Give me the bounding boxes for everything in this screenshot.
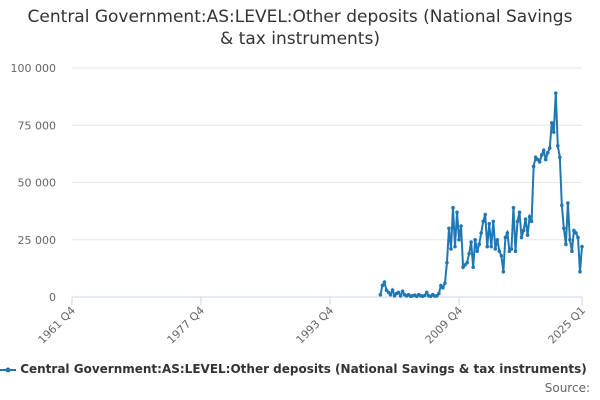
data-point xyxy=(396,290,401,295)
data-point xyxy=(467,251,471,256)
data-point xyxy=(473,237,477,242)
data-point xyxy=(509,247,514,251)
legend-label: Central Government:AS:LEVEL:Other deposi… xyxy=(20,362,587,376)
data-point xyxy=(475,249,479,253)
data-point xyxy=(515,219,520,224)
data-point xyxy=(489,244,494,249)
data-point xyxy=(457,237,461,242)
data-point xyxy=(477,242,481,247)
x-tick-label: 1993 Q4 xyxy=(294,304,337,347)
data-point xyxy=(445,260,449,265)
data-point xyxy=(449,247,453,251)
data-point xyxy=(513,249,518,253)
data-point xyxy=(390,288,395,292)
data-point xyxy=(398,294,403,298)
chart-title: Central Government:AS:LEVEL:Other deposi… xyxy=(27,7,573,49)
data-point xyxy=(578,270,582,274)
data-point xyxy=(562,226,566,231)
data-point xyxy=(547,146,552,150)
data-point xyxy=(495,237,500,242)
data-point xyxy=(497,249,502,253)
data-point xyxy=(481,219,486,224)
data-point xyxy=(517,210,522,215)
data-point xyxy=(527,215,532,219)
data-point xyxy=(539,153,544,157)
data-point xyxy=(382,280,387,284)
data-point xyxy=(451,205,455,210)
legend: Central Government:AS:LEVEL:Other deposi… xyxy=(0,362,600,376)
data-point xyxy=(558,155,562,160)
data-point xyxy=(574,231,578,235)
legend-symbol xyxy=(0,367,16,372)
y-tick-label: 25 000 xyxy=(18,234,57,247)
data-point xyxy=(388,292,393,297)
source-note: Source: xyxy=(544,381,590,395)
data-point xyxy=(505,231,510,235)
data-point xyxy=(380,283,385,288)
data-point xyxy=(471,265,475,270)
data-point xyxy=(519,235,524,240)
data-point xyxy=(568,237,572,242)
data-point xyxy=(553,91,558,95)
x-tick-label: 1961 Q4 xyxy=(36,304,79,347)
data-point xyxy=(491,219,496,224)
data-point xyxy=(551,130,556,134)
y-tick-label: 100 000 xyxy=(11,62,57,75)
data-point xyxy=(469,240,473,244)
data-point xyxy=(465,260,469,265)
data-point xyxy=(523,217,528,221)
data-point xyxy=(511,205,516,210)
data-point xyxy=(437,291,441,296)
data-point xyxy=(499,253,504,258)
data-point xyxy=(503,235,508,240)
data-point xyxy=(537,160,542,164)
data-point xyxy=(378,292,383,297)
x-tick-label: 2009 Q4 xyxy=(423,304,466,347)
data-point xyxy=(447,226,451,231)
x-tick-label: 2025 Q1 xyxy=(546,304,589,347)
data-point xyxy=(556,144,560,148)
data-point xyxy=(479,231,484,235)
data-point xyxy=(560,203,564,208)
data-point xyxy=(549,121,554,125)
data-point xyxy=(485,244,490,249)
data-point xyxy=(459,224,463,228)
x-tick-label: 1977 Q4 xyxy=(165,304,208,347)
data-point xyxy=(521,228,526,233)
data-point xyxy=(570,249,574,253)
data-point xyxy=(576,235,580,240)
data-point xyxy=(543,157,548,162)
data-point xyxy=(580,244,584,249)
data-point xyxy=(453,244,457,249)
data-point xyxy=(400,289,405,294)
data-point xyxy=(525,233,530,237)
data-point xyxy=(422,293,427,298)
data-point xyxy=(487,221,492,226)
data-point xyxy=(501,270,506,274)
data-point xyxy=(443,281,447,286)
data-point xyxy=(493,247,498,251)
data-point xyxy=(545,150,550,155)
data-point xyxy=(564,242,568,247)
data-point xyxy=(455,210,459,215)
y-tick-label: 75 000 xyxy=(18,119,57,132)
y-tick-label: 50 000 xyxy=(18,177,57,190)
y-tick-label: 0 xyxy=(49,291,56,304)
data-point xyxy=(529,219,534,224)
data-point xyxy=(424,290,429,295)
data-point xyxy=(531,164,536,169)
data-point xyxy=(566,201,570,205)
data-point xyxy=(483,212,488,217)
data-point xyxy=(441,286,445,290)
data-point xyxy=(541,148,546,153)
